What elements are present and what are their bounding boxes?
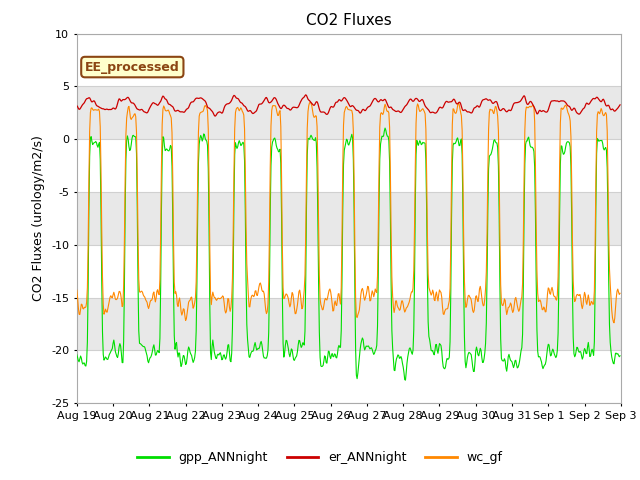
- Bar: [77, 298, 621, 350]
- Y-axis label: CO2 Fluxes (urology/m2/s): CO2 Fluxes (urology/m2/s): [33, 135, 45, 301]
- Bar: [77, 139, 621, 192]
- Bar: [77, 86, 621, 139]
- Bar: [77, 34, 621, 86]
- Title: CO2 Fluxes: CO2 Fluxes: [306, 13, 392, 28]
- Bar: [77, 192, 621, 245]
- Legend: gpp_ANNnight, er_ANNnight, wc_gf: gpp_ANNnight, er_ANNnight, wc_gf: [132, 446, 508, 469]
- Bar: [77, 245, 621, 298]
- Text: EE_processed: EE_processed: [85, 60, 180, 73]
- Bar: [77, 350, 621, 403]
